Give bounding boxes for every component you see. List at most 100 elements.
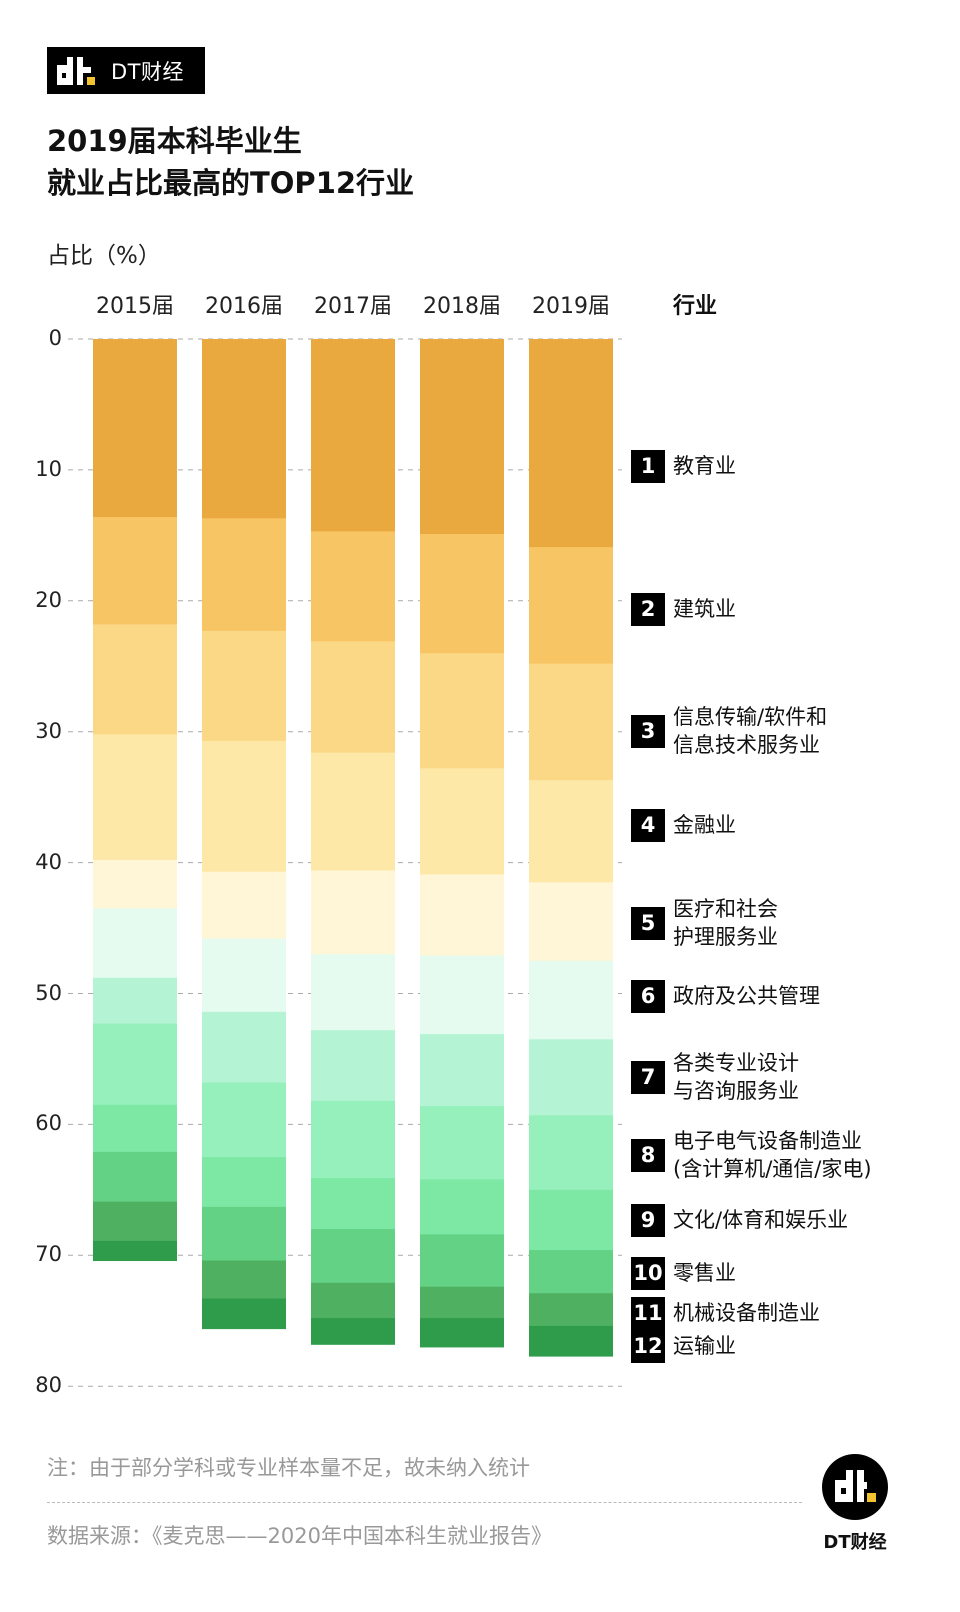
legend-rank: 11 xyxy=(631,1296,665,1330)
chart-title: 2019届本科毕业生 就业占比最高的TOP12行业 xyxy=(47,120,414,204)
legend-item: 5 医疗和社会 护理服务业 xyxy=(631,895,778,951)
y-tick-label: 70 xyxy=(35,1242,62,1267)
legend-rank: 1 xyxy=(631,449,665,483)
bar-segment-12 xyxy=(420,1318,504,1348)
legend-label: 医疗和社会 护理服务业 xyxy=(673,897,778,949)
footer-logo-text: DT财经 xyxy=(823,1532,887,1553)
bar-segment-7 xyxy=(311,1030,395,1102)
legend-rank: 12 xyxy=(631,1329,665,1363)
data-source: 数据来源：《麦克思——2020年中国本科生就业报告》 xyxy=(47,1524,552,1548)
legend-rank: 5 xyxy=(631,906,665,940)
bar-segment-8 xyxy=(420,1106,504,1180)
bar-segment-11 xyxy=(420,1286,504,1319)
bar-segment-5 xyxy=(93,859,177,909)
bar-segment-7 xyxy=(420,1034,504,1107)
legend-label: 政府及公共管理 xyxy=(673,984,820,1008)
bar-segment-12 xyxy=(202,1298,286,1330)
bar-segment-10 xyxy=(420,1234,504,1288)
bar-segment-4 xyxy=(420,768,504,875)
legend-label: 信息传输/软件和 信息技术服务业 xyxy=(673,705,828,757)
legend-label: 电子电气设备制造业 (含计算机/通信/家电) xyxy=(673,1129,872,1181)
y-tick-label: 0 xyxy=(48,326,62,350)
bar-segment-8 xyxy=(93,1023,177,1106)
y-tick-label: 60 xyxy=(35,1111,62,1136)
bar-segment-1 xyxy=(202,339,286,519)
x-category-label: 2016届 xyxy=(205,294,283,319)
legend-label: 建筑业 xyxy=(673,597,736,621)
bar-segment-1 xyxy=(311,339,395,532)
bar-segment-4 xyxy=(311,752,395,871)
bar-segment-5 xyxy=(311,870,395,955)
legend-rank: 4 xyxy=(631,808,665,842)
legend-rank: 3 xyxy=(631,714,665,748)
legend-rank: 7 xyxy=(631,1060,665,1094)
legend-label: 金融业 xyxy=(673,813,736,837)
bar-segment-7 xyxy=(93,977,177,1025)
bar-segment-1 xyxy=(420,339,504,535)
bar-segment-4 xyxy=(93,734,177,861)
legend-label: 教育业 xyxy=(673,454,736,478)
bar-segment-7 xyxy=(202,1011,286,1084)
y-tick-label: 80 xyxy=(35,1373,62,1398)
bar-segment-8 xyxy=(202,1082,286,1158)
bar-segment-2 xyxy=(311,531,395,642)
legend-item: 3 信息传输/软件和 信息技术服务业 xyxy=(631,703,827,759)
bar-segment-10 xyxy=(529,1250,613,1294)
bar-segment-2 xyxy=(93,517,177,625)
bar-segment-9 xyxy=(93,1104,177,1153)
dt-logo-icon xyxy=(57,56,99,85)
x-category-label: 2019届 xyxy=(532,294,610,319)
bar-segment-12 xyxy=(93,1240,177,1262)
bar-segment-9 xyxy=(420,1179,504,1235)
brand-name: DT财经 xyxy=(111,59,184,84)
bar-segment-10 xyxy=(93,1151,177,1203)
legend-item: 4 金融业 xyxy=(631,808,736,842)
y-tick-label: 40 xyxy=(35,849,62,874)
bar-segment-9 xyxy=(202,1157,286,1208)
bar-segment-6 xyxy=(311,954,395,1031)
legend-item: 8 电子电气设备制造业 (含计算机/通信/家电) xyxy=(631,1127,872,1183)
bar-segment-5 xyxy=(202,871,286,940)
title-line-1: 2019届本科毕业生 xyxy=(47,124,302,158)
bar-segment-11 xyxy=(93,1201,177,1242)
brand-logo: DT财经 xyxy=(47,47,205,94)
bar-segment-1 xyxy=(93,339,177,518)
x-category-label: 2017届 xyxy=(314,294,392,319)
bar-segment-8 xyxy=(311,1100,395,1179)
bar-segment-2 xyxy=(420,534,504,654)
footer-logo-icon xyxy=(822,1454,888,1520)
legend-title: 行业 xyxy=(673,294,718,319)
bar-segment-2 xyxy=(529,547,613,665)
bar-segment-6 xyxy=(93,908,177,979)
y-axis-label: 占比（%） xyxy=(47,243,161,269)
legend-rank: 10 xyxy=(631,1256,665,1290)
legend-item: 2 建筑业 xyxy=(631,592,736,626)
bar-segment-2 xyxy=(202,518,286,632)
y-tick-label: 10 xyxy=(35,456,62,481)
bar-segment-4 xyxy=(529,780,613,883)
bar-segment-6 xyxy=(529,960,613,1040)
footnote: 注：由于部分学科或专业样本量不足，故未纳入统计 xyxy=(47,1456,530,1480)
legend-item: 1 教育业 xyxy=(631,449,736,483)
bar-segment-10 xyxy=(311,1229,395,1284)
divider xyxy=(47,1502,802,1503)
bar-segment-3 xyxy=(202,630,286,742)
legend-label: 文化/体育和娱乐业 xyxy=(673,1208,849,1232)
legend-item: 7 各类专业设计 与咨询服务业 xyxy=(631,1049,799,1105)
bar-segment-11 xyxy=(311,1282,395,1319)
x-category-label: 2018届 xyxy=(423,294,501,319)
legend-label: 运输业 xyxy=(673,1334,736,1358)
bar-segment-7 xyxy=(529,1039,613,1116)
legend-label: 机械设备制造业 xyxy=(673,1301,820,1325)
bar-segment-3 xyxy=(420,653,504,769)
y-tick-label: 20 xyxy=(35,587,62,612)
legend-item: 6 政府及公共管理 xyxy=(631,979,820,1013)
legend-label: 零售业 xyxy=(673,1261,736,1285)
bar-segment-9 xyxy=(529,1189,613,1251)
bar-segment-12 xyxy=(311,1318,395,1345)
bar-segment-12 xyxy=(529,1325,613,1357)
bar-segment-5 xyxy=(529,882,613,962)
bar-segment-3 xyxy=(529,663,613,781)
bar-segment-6 xyxy=(420,955,504,1035)
